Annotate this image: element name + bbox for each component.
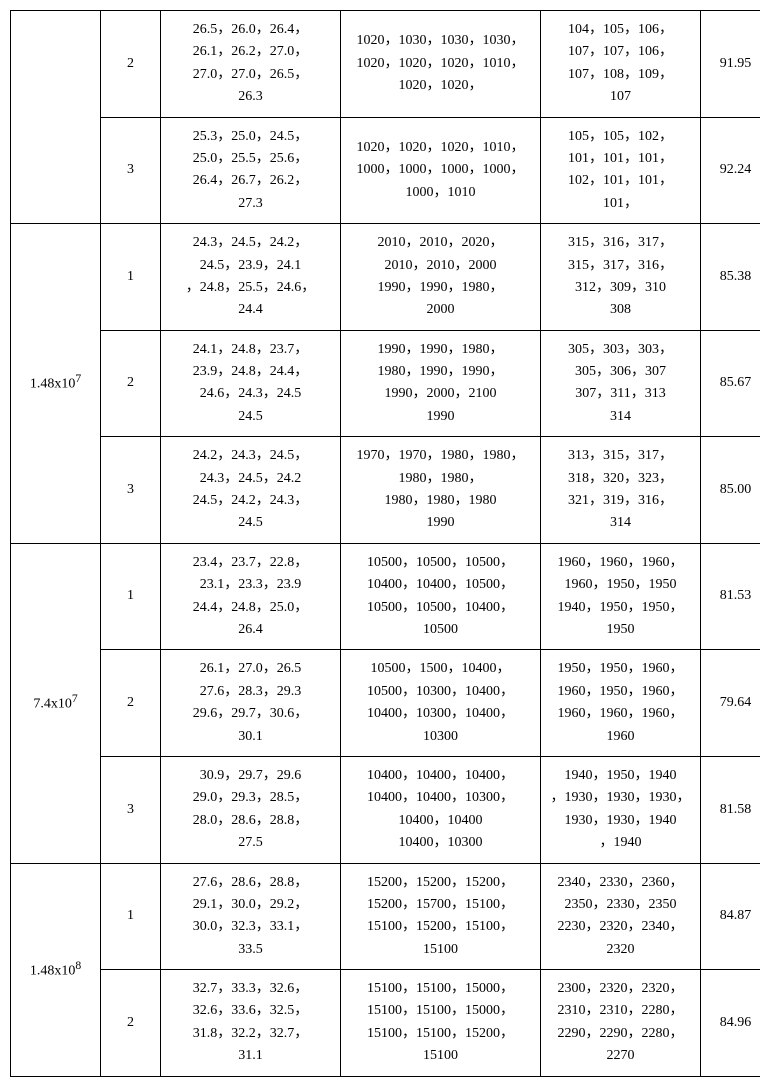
col4-cell: 2010，2010，2020，2010，2010，20001990，1990，1…: [341, 224, 541, 331]
result-cell: 81.58: [701, 756, 760, 863]
col5-cell: 105，105，102，101，101，101，102，101，101，101，: [541, 117, 701, 224]
col4-cell: 15100，15100，15000，15100，15100，15000，1510…: [341, 970, 541, 1077]
col3-cell: 25.3，25.0，24.5，25.0，25.5，25.6，26.4，26.7，…: [161, 117, 341, 224]
col4-cell: 1970，1970，1980，1980，1980，1980，1980，1980，…: [341, 437, 541, 544]
col3-cell: 26.5，26.0，26.4，26.1，26.2，27.0，27.0，27.0，…: [161, 11, 341, 118]
col5-cell: 1940，1950，1940，1930，1930，1930，1930，1930，…: [541, 756, 701, 863]
index-cell: 1: [101, 543, 161, 650]
col4-cell: 1020，1030，1030，1030，1020，1020，1020，1010，…: [341, 11, 541, 118]
index-cell: 3: [101, 756, 161, 863]
col3-cell: 30.9，29.7，29.629.0，29.3，28.5，28.0，28.6，2…: [161, 756, 341, 863]
group-label-cell: 1.48x108: [11, 863, 101, 1076]
col3-cell: 32.7，33.3，32.6，32.6，33.6，32.5，31.8，32.2，…: [161, 970, 341, 1077]
result-cell: 84.87: [701, 863, 760, 970]
index-cell: 3: [101, 117, 161, 224]
index-cell: 2: [101, 650, 161, 757]
table-row: 232.7，33.3，32.6，32.6，33.6，32.5，31.8，32.2…: [11, 970, 760, 1077]
table-row: 324.2，24.3，24.5，24.3，24.5，24.224.5，24.2，…: [11, 437, 760, 544]
col5-cell: 1960，1960，1960，1960，1950，19501940，1950，1…: [541, 543, 701, 650]
index-cell: 2: [101, 330, 161, 437]
result-cell: 91.95: [701, 11, 760, 118]
result-cell: 81.53: [701, 543, 760, 650]
col3-cell: 24.3，24.5，24.2，24.5，23.9，24.1，24.8，25.5，…: [161, 224, 341, 331]
index-cell: 1: [101, 224, 161, 331]
result-cell: 79.64: [701, 650, 760, 757]
data-table: 226.5，26.0，26.4，26.1，26.2，27.0，27.0，27.0…: [10, 10, 760, 1077]
col5-cell: 315，316，317，315，317，316，312，309，310308: [541, 224, 701, 331]
col5-cell: 1950，1950，1960，1960，1950，1960，1960，1960，…: [541, 650, 701, 757]
col4-cell: 1020，1020，1020，1010，1000，1000，1000，1000，…: [341, 117, 541, 224]
col3-cell: 24.2，24.3，24.5，24.3，24.5，24.224.5，24.2，2…: [161, 437, 341, 544]
index-cell: 1: [101, 863, 161, 970]
group-label-cell: [11, 11, 101, 224]
result-cell: 85.67: [701, 330, 760, 437]
result-cell: 85.38: [701, 224, 760, 331]
group-label-cell: 7.4x107: [11, 543, 101, 863]
result-cell: 85.00: [701, 437, 760, 544]
table-row: 1.48x107124.3，24.5，24.2，24.5，23.9，24.1，2…: [11, 224, 760, 331]
col5-cell: 2340，2330，2360，2350，2330，23502230，2320，2…: [541, 863, 701, 970]
col5-cell: 104，105，106，107，107，106，107，108，109，107: [541, 11, 701, 118]
table-row: 7.4x107123.4，23.7，22.8，23.1，23.3，23.924.…: [11, 543, 760, 650]
table-row: 325.3，25.0，24.5，25.0，25.5，25.6，26.4，26.7…: [11, 117, 760, 224]
col4-cell: 1990，1990，1980，1980，1990，1990，1990，2000，…: [341, 330, 541, 437]
table-row: 1.48x108127.6，28.6，28.8，29.1，30.0，29.2，3…: [11, 863, 760, 970]
col4-cell: 10500，1500，10400，10500，10300，10400，10400…: [341, 650, 541, 757]
table-row: 226.5，26.0，26.4，26.1，26.2，27.0，27.0，27.0…: [11, 11, 760, 118]
index-cell: 2: [101, 970, 161, 1077]
col4-cell: 10500，10500，10500，10400，10400，10500，1050…: [341, 543, 541, 650]
col4-cell: 15200，15200，15200，15200，15700，15100，1510…: [341, 863, 541, 970]
table-row: 224.1，24.8，23.7，23.9，24.8，24.4，24.6，24.3…: [11, 330, 760, 437]
index-cell: 2: [101, 11, 161, 118]
index-cell: 3: [101, 437, 161, 544]
col3-cell: 23.4，23.7，22.8，23.1，23.3，23.924.4，24.8，2…: [161, 543, 341, 650]
table-row: 330.9，29.7，29.629.0，29.3，28.5，28.0，28.6，…: [11, 756, 760, 863]
col4-cell: 10400，10400，10400，10400，10400，10300，1040…: [341, 756, 541, 863]
col3-cell: 24.1，24.8，23.7，23.9，24.8，24.4，24.6，24.3，…: [161, 330, 341, 437]
result-cell: 92.24: [701, 117, 760, 224]
col5-cell: 313，315，317，318，320，323，321，319，316，314: [541, 437, 701, 544]
col3-cell: 27.6，28.6，28.8，29.1，30.0，29.2，30.0，32.3，…: [161, 863, 341, 970]
result-cell: 84.96: [701, 970, 760, 1077]
table-row: 226.1，27.0，26.527.6，28.3，29.329.6，29.7，3…: [11, 650, 760, 757]
col3-cell: 26.1，27.0，26.527.6，28.3，29.329.6，29.7，30…: [161, 650, 341, 757]
col5-cell: 305，303，303，305，306，307307，311，313314: [541, 330, 701, 437]
col5-cell: 2300，2320，2320，2310，2310，2280，2290，2290，…: [541, 970, 701, 1077]
group-label-cell: 1.48x107: [11, 224, 101, 544]
